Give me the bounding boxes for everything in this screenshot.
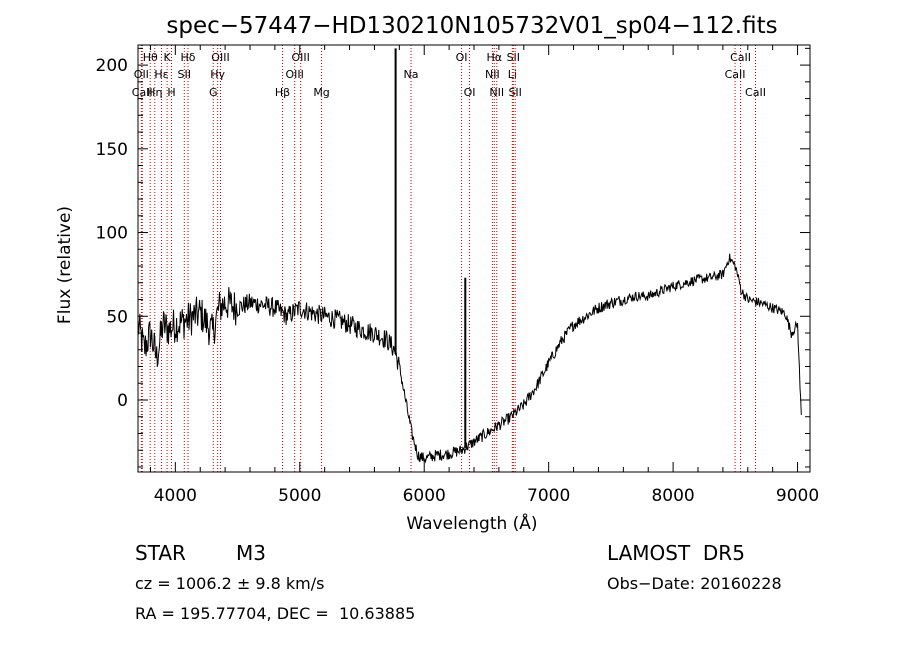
object-subclass: M3 [236, 541, 266, 565]
line-label: Hγ [210, 68, 225, 81]
line-label: CaII [132, 86, 153, 99]
line-label: Hα [487, 51, 503, 64]
object-type: STAR [135, 541, 186, 565]
line-label: OIII [291, 51, 309, 64]
line-label: CaII [730, 51, 751, 64]
line-label: Na [404, 68, 419, 81]
spectrum-line [137, 253, 802, 464]
line-label: OIII [285, 68, 303, 81]
line-label: Hδ [181, 51, 196, 64]
line-label: CaII [745, 86, 766, 99]
observation-date: Obs−Date: 20160228 [607, 574, 782, 593]
y-axis-label: Flux (relative) [55, 206, 75, 324]
emission-spikes [394, 48, 467, 448]
plot-frame [137, 44, 811, 473]
line-label: K [164, 51, 172, 64]
line-label: Hβ [275, 86, 290, 99]
y-tick-label: 100 [96, 224, 128, 244]
x-axis-label: Wavelength (Å) [406, 512, 537, 534]
y-tick-label: 0 [117, 391, 128, 411]
line-label: OII [134, 68, 149, 81]
line-label: Li [508, 68, 517, 81]
y-tick-label: 50 [106, 307, 128, 327]
line-label: SII [178, 68, 191, 81]
line-label: SII [508, 86, 521, 99]
y-tick-label: 150 [96, 140, 128, 160]
line-label: OI [464, 86, 476, 99]
line-label: NII [485, 68, 500, 81]
line-label: G [209, 86, 218, 99]
line-label: Hη [147, 86, 162, 99]
line-label: Hε [154, 68, 168, 81]
y-tick-label: 200 [96, 56, 128, 76]
line-label: Mg [313, 86, 329, 99]
line-label: OIII [211, 51, 229, 64]
line-label: H [167, 86, 175, 99]
coordinates: RA = 195.77704, DEC = 10.63885 [135, 604, 416, 623]
line-label: NII [489, 86, 504, 99]
survey-name: LAMOST DR5 [607, 541, 745, 565]
line-label: CaII [725, 68, 746, 81]
chart-title: spec−57447−HD130210N105732V01_sp04−112.f… [166, 13, 777, 39]
line-label: Hθ [143, 51, 158, 64]
line-label: OI [456, 51, 468, 64]
line-label: SII [507, 51, 520, 64]
x-tick-label: 8000 [651, 486, 694, 506]
x-tick-label: 9000 [776, 486, 819, 506]
x-tick-label: 7000 [527, 486, 570, 506]
x-tick-label: 6000 [403, 486, 446, 506]
redshift-velocity: cz = 1006.2 ± 9.8 km/s [135, 574, 325, 593]
y-axis-ticks: 0 50 100 150 200 [96, 47, 810, 468]
x-tick-label: 5000 [278, 486, 321, 506]
x-tick-label: 4000 [154, 486, 197, 506]
x-axis-ticks: 4000 5000 6000 7000 8000 9000 [149, 45, 819, 506]
